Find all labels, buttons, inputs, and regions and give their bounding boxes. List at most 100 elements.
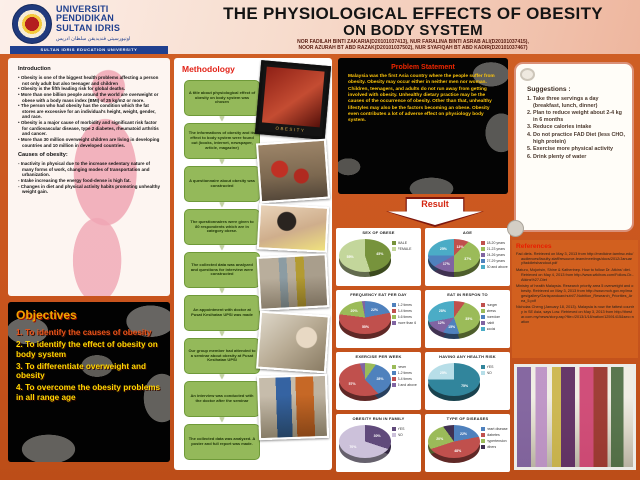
chart-title: TYPE OF DISEASES — [446, 416, 489, 421]
legend-item: more than 6 — [392, 321, 420, 325]
reference-entry: Ministry of health Malaysia. Research pr… — [516, 284, 634, 303]
authors-line: NOR FADILAH BINTI ZAKARIA(D20101037413),… — [297, 39, 529, 45]
group-photo — [514, 364, 636, 470]
legend-label: hunger — [486, 303, 498, 307]
poster-title: THE PHYSIOLOGICAL EFFECTS OF OBESITY — [223, 4, 603, 23]
chart-legend: 1-2 times 3-4 times 5-6 times more than 6 — [392, 303, 420, 327]
references-heading: References — [516, 243, 552, 250]
legend-item: hunger — [481, 303, 509, 307]
legend-swatch — [481, 321, 485, 325]
legend-label: MALE — [397, 241, 408, 245]
legend-item: 18-20 years — [481, 241, 509, 245]
legend-label: NO — [397, 433, 403, 437]
pie-top — [339, 301, 391, 334]
legend-swatch — [481, 247, 485, 251]
objective-item: 4. To overcome the obesity problems in a… — [16, 383, 161, 403]
chart-title: AGE — [462, 230, 473, 235]
slice-percentage-label: 45% — [376, 252, 384, 256]
legend-swatch — [392, 315, 396, 319]
chart-title: FREQUENCY EAT PER DAY — [350, 292, 407, 297]
obesity-poster-art — [261, 66, 325, 128]
method-step: The collected data was analyzed and ques… — [184, 252, 260, 288]
legend-swatch — [392, 303, 396, 307]
pie-top — [339, 363, 391, 396]
chart-legend: YES NO — [481, 365, 509, 377]
chart-legend: hunger stress boredom habit social — [481, 303, 509, 333]
chart-legend: never 1-2 times 3-4 times 5 and above — [392, 365, 420, 389]
legend-label: 3-4 times — [397, 377, 412, 381]
legend-item: stress — [481, 309, 509, 313]
legend-label: FEMALE — [397, 247, 412, 251]
pie-top — [428, 239, 480, 272]
legend-swatch — [392, 241, 396, 245]
legend-item: 27-29 years — [481, 259, 509, 263]
suggestions-panel: Suggestions : 1. Take three servings a d… — [507, 62, 634, 237]
objectives-list: 1. To identify the causes of obesity 2. T… — [16, 328, 162, 403]
methodology-heading: Methodology — [182, 64, 235, 74]
interview-photo — [256, 373, 330, 441]
poster-title-block: THE PHYSIOLOGICAL EFFECTS OF OBESITY ON … — [190, 4, 636, 52]
method-step: The collected data was analyzed. A poste… — [184, 424, 260, 460]
university-name-line: UNIVERSITI — [56, 4, 109, 14]
chart-legend: 18-20 years 21-23 years 24-26 years 27-29 y… — [481, 241, 509, 271]
chart-card-obesity-run-in-family: OBESITY RUN IN FAMILY 30% 70% YES NO — [336, 414, 421, 472]
result-banner: Result — [386, 197, 484, 227]
reference-entry: Maturu, Mojorisin, Shine & Katherinep. H… — [516, 268, 634, 282]
suggestions-heading: Suggestions : — [527, 86, 571, 93]
problem-statement-heading: Problem Statement — [391, 64, 455, 71]
pie-chart: 30% 70% — [339, 425, 391, 465]
objectives-panel: Objectives 1. To identify the causes of … — [8, 302, 170, 462]
suggestion-item: 1. Take three servings a day (breakfast,… — [527, 96, 599, 109]
legend-label: heart disease — [486, 427, 508, 431]
legend-swatch — [481, 439, 485, 443]
introduction-bullet-list: • Obesity is one of the biggest health p… — [18, 75, 163, 148]
legend-label: 5-6 times — [397, 315, 412, 319]
chart-title: EAT IN RESPON TO — [447, 292, 488, 297]
methodology-photos: OBESITY — [254, 60, 332, 443]
introduction-panel: Introduction • Obesity is one of the big… — [8, 58, 170, 296]
intro-bullet: • The person who had obesity has the con… — [18, 103, 156, 120]
poster-header: UNIVERSITI PENDIDIKAN SULTAN IDRIS اونيو… — [0, 0, 640, 54]
causes-heading: Causes of obesity: — [18, 152, 68, 159]
method-step: Our group member had attended to a semin… — [184, 338, 260, 374]
intro-bullet: • More than 30 million overweight childr… — [18, 136, 160, 148]
legend-item: 1-2 times — [392, 303, 420, 307]
objective-item: 2. To identify the effect of obesity on … — [16, 339, 158, 359]
obesity-poster-photo: OBESITY — [254, 60, 332, 140]
legend-swatch — [481, 265, 485, 269]
legend-swatch — [481, 327, 485, 331]
legend-label: 1-2 times — [397, 371, 412, 375]
pie-chart: 13% 37% 17% 25% — [428, 239, 480, 279]
university-arabic-name: اونيورسيتي فنديديقن سلطان ادريس — [56, 36, 131, 42]
slice-percentage-label: 30% — [373, 433, 381, 438]
legend-swatch — [481, 241, 485, 245]
flow-down-arrow-icon: ▼ — [218, 114, 226, 123]
legend-swatch — [481, 303, 485, 307]
chart-legend: MALE FEMALE — [392, 241, 420, 253]
legend-label: 5 and above — [397, 383, 417, 387]
legend-swatch — [392, 309, 396, 313]
slice-percentage-label: 20% — [436, 436, 444, 441]
slice-percentage-label: 15% — [448, 324, 456, 329]
method-step: An interview was conducted with the doct… — [184, 381, 260, 417]
legend-label: 1-2 times — [397, 303, 412, 307]
pie-chart: 45% 55% — [339, 239, 391, 279]
legend-item: boredom — [481, 315, 509, 319]
authors-line: NOOR AZURAH BT ABD RAZAK(D20101037502), … — [298, 45, 528, 52]
legend-label: YES — [397, 427, 405, 431]
legend-item: 30 and above — [481, 265, 509, 269]
slice-percentage-label: 37% — [464, 257, 472, 262]
university-name: UNIVERSITI PENDIDIKAN SULTAN IDRIS — [56, 4, 120, 33]
sleeping-child-photo — [256, 203, 330, 253]
legend-label: NO — [486, 371, 492, 375]
chart-card-exercise-per-week: EXERCISE PER WEEK 28% 57% never 1-2 times 3-4… — [336, 352, 421, 410]
gym-activity-photo — [255, 138, 331, 204]
problem-statement-text: Malaysia was the first Asia country wher… — [348, 74, 495, 124]
flow-down-arrow-icon: ▼ — [218, 157, 226, 166]
cause-item: - Changes in diet and physical activity … — [18, 183, 161, 195]
pie-chart: 75% 25% — [428, 363, 480, 403]
chart-card-frequency-eat-per-day: FREQUENCY EAT PER DAY 22% 55% 20% 1-2 times 3… — [336, 290, 421, 348]
legend-label: 30 and above — [486, 265, 508, 269]
legend-item: YES — [481, 365, 509, 369]
slice-percentage-label: 17% — [442, 261, 450, 266]
